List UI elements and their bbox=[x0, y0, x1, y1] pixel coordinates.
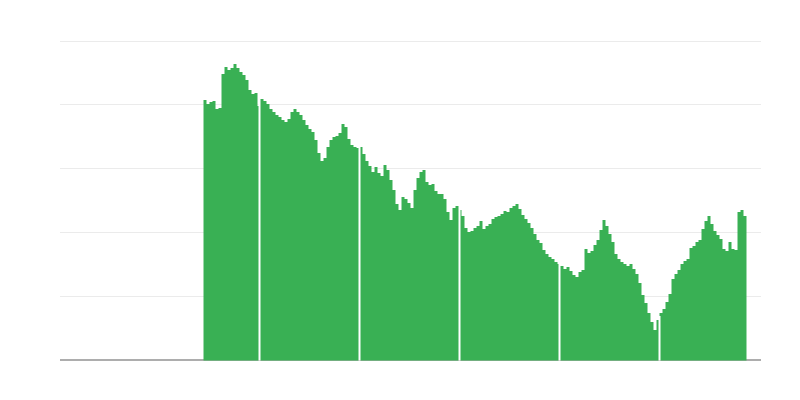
session-dividers-group bbox=[258, 100, 661, 361]
area-series-group bbox=[203, 64, 747, 361]
